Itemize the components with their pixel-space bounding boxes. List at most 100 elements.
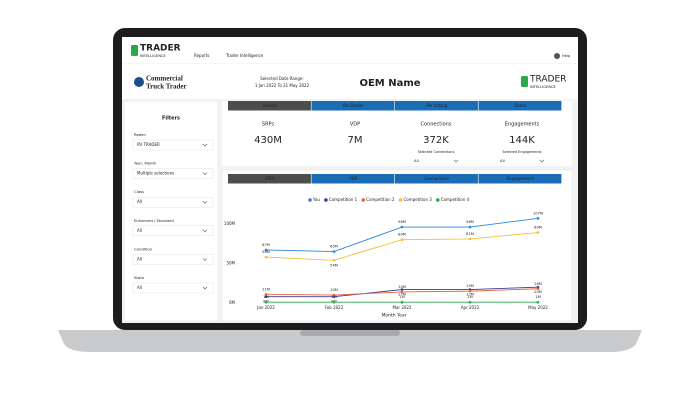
logo-icon xyxy=(521,76,528,87)
point xyxy=(468,237,472,241)
brand: Commercial xyxy=(146,75,183,83)
data-label: 96M xyxy=(466,220,474,224)
filter-select[interactable] xyxy=(132,168,214,179)
tab[interactable] xyxy=(228,174,311,184)
legend-label[interactable]: Competition 3 xyxy=(404,197,433,202)
tab[interactable] xyxy=(395,101,478,111)
tab-label: Per Listing xyxy=(426,103,447,108)
legend-marker[interactable] xyxy=(324,198,328,202)
tab[interactable] xyxy=(478,101,562,111)
kpi-value: 430M xyxy=(254,135,282,146)
chevron xyxy=(202,172,208,176)
chevron xyxy=(202,229,208,233)
x-tick-label: Mar 2022 xyxy=(393,305,412,310)
kpi-sub: Selected Engagements xyxy=(502,150,541,154)
tab-label: SRPs xyxy=(265,176,275,181)
tab-label: Overall xyxy=(263,103,277,108)
legend-label[interactable]: Competition 1 xyxy=(329,197,358,202)
y-tick-label: 0M xyxy=(229,300,236,305)
legend-label[interactable]: Competition 4 xyxy=(441,197,470,202)
point xyxy=(264,292,268,296)
filter-value: Multiple selections xyxy=(137,171,174,176)
data-label: 89M xyxy=(534,226,542,230)
tab[interactable] xyxy=(311,174,395,184)
data-label: 96M xyxy=(398,220,406,224)
filter-label: Enhanced / Standard xyxy=(134,218,174,223)
data-label: 54M xyxy=(330,263,338,267)
chevron xyxy=(202,258,208,261)
data-label: 18M xyxy=(534,282,542,286)
legend-label[interactable]: Competition 2 xyxy=(366,197,395,202)
legend-marker[interactable] xyxy=(398,198,403,202)
tab[interactable] xyxy=(228,101,311,111)
data-label: 1M xyxy=(263,295,268,299)
x-tick-label: Jan 2022 xyxy=(256,305,275,310)
tab[interactable] xyxy=(395,174,478,184)
kpi-label: Connections xyxy=(421,122,452,128)
filter-select[interactable] xyxy=(132,254,214,265)
chart-panel xyxy=(221,169,573,322)
data-label: 67M xyxy=(262,243,270,247)
tab-label: VDP xyxy=(349,176,358,181)
header-bar xyxy=(122,64,578,99)
point xyxy=(400,290,404,294)
help[interactable]: Help xyxy=(562,54,571,58)
chevron xyxy=(453,159,459,163)
filter-value: All xyxy=(137,285,142,290)
tab-label: Connections xyxy=(424,176,449,181)
logo-icon xyxy=(131,45,138,56)
brand-icon xyxy=(134,77,144,87)
filter-label: Condition xyxy=(134,246,153,251)
tab[interactable] xyxy=(478,174,562,184)
point xyxy=(536,287,540,291)
kpi-select[interactable]: All xyxy=(414,158,419,163)
kpi-select[interactable]: All xyxy=(500,158,505,163)
data-label: 1M xyxy=(399,295,404,299)
tab-label: Share xyxy=(514,103,526,108)
data-label: 65M xyxy=(330,245,338,249)
chevron xyxy=(202,200,208,204)
filter-label: Class xyxy=(134,189,144,194)
filter-label: State xyxy=(134,275,145,280)
nav-menu[interactable]: Reports xyxy=(194,53,209,58)
nav-menu[interactable]: Trader Intelligence xyxy=(225,53,264,58)
x-tick-label: Feb 2022 xyxy=(325,305,344,310)
y-tick-label: 100M xyxy=(224,221,236,226)
kpi-value: 7M xyxy=(348,135,363,146)
legend-marker[interactable] xyxy=(308,198,312,202)
data-label: 17M xyxy=(398,293,406,297)
x-tick-label: Apr 2022 xyxy=(461,305,480,310)
filter-label: Year, Month xyxy=(134,161,157,166)
chevron xyxy=(539,159,545,163)
point xyxy=(332,250,336,253)
filter-value: RV TRADER xyxy=(137,142,160,147)
page-title: OEM Name xyxy=(359,78,420,89)
tab[interactable] xyxy=(311,101,395,111)
data-label: 11M xyxy=(262,287,270,291)
data-label: 80M xyxy=(398,233,406,237)
point xyxy=(536,231,540,234)
data-label: 1M xyxy=(535,295,540,299)
filter-select[interactable] xyxy=(132,282,214,294)
laptop-base xyxy=(58,330,642,352)
kpi-value: 144K xyxy=(509,135,535,146)
help-icon[interactable] xyxy=(554,53,560,59)
y-tick-label: 50M xyxy=(226,260,235,265)
filter-select[interactable] xyxy=(132,139,214,151)
filter-select[interactable] xyxy=(132,225,214,237)
data-label: 10M xyxy=(330,288,338,292)
legend-marker[interactable] xyxy=(435,198,440,202)
point xyxy=(400,225,404,229)
data-label: 81M xyxy=(466,232,474,236)
laptop-notch xyxy=(300,330,400,336)
legend-marker[interactable] xyxy=(361,198,366,202)
logo: TRADER xyxy=(529,75,566,85)
logo-sub: INTELLIGENCE xyxy=(140,54,167,58)
filter-value: All xyxy=(137,256,142,261)
legend-label[interactable]: You xyxy=(312,197,320,202)
logo-sub: INTELLIGENCE xyxy=(530,85,557,89)
logo: TRADER xyxy=(140,44,181,54)
point xyxy=(332,258,336,262)
data-label: 1M xyxy=(467,295,472,299)
filter-select[interactable] xyxy=(132,196,214,208)
